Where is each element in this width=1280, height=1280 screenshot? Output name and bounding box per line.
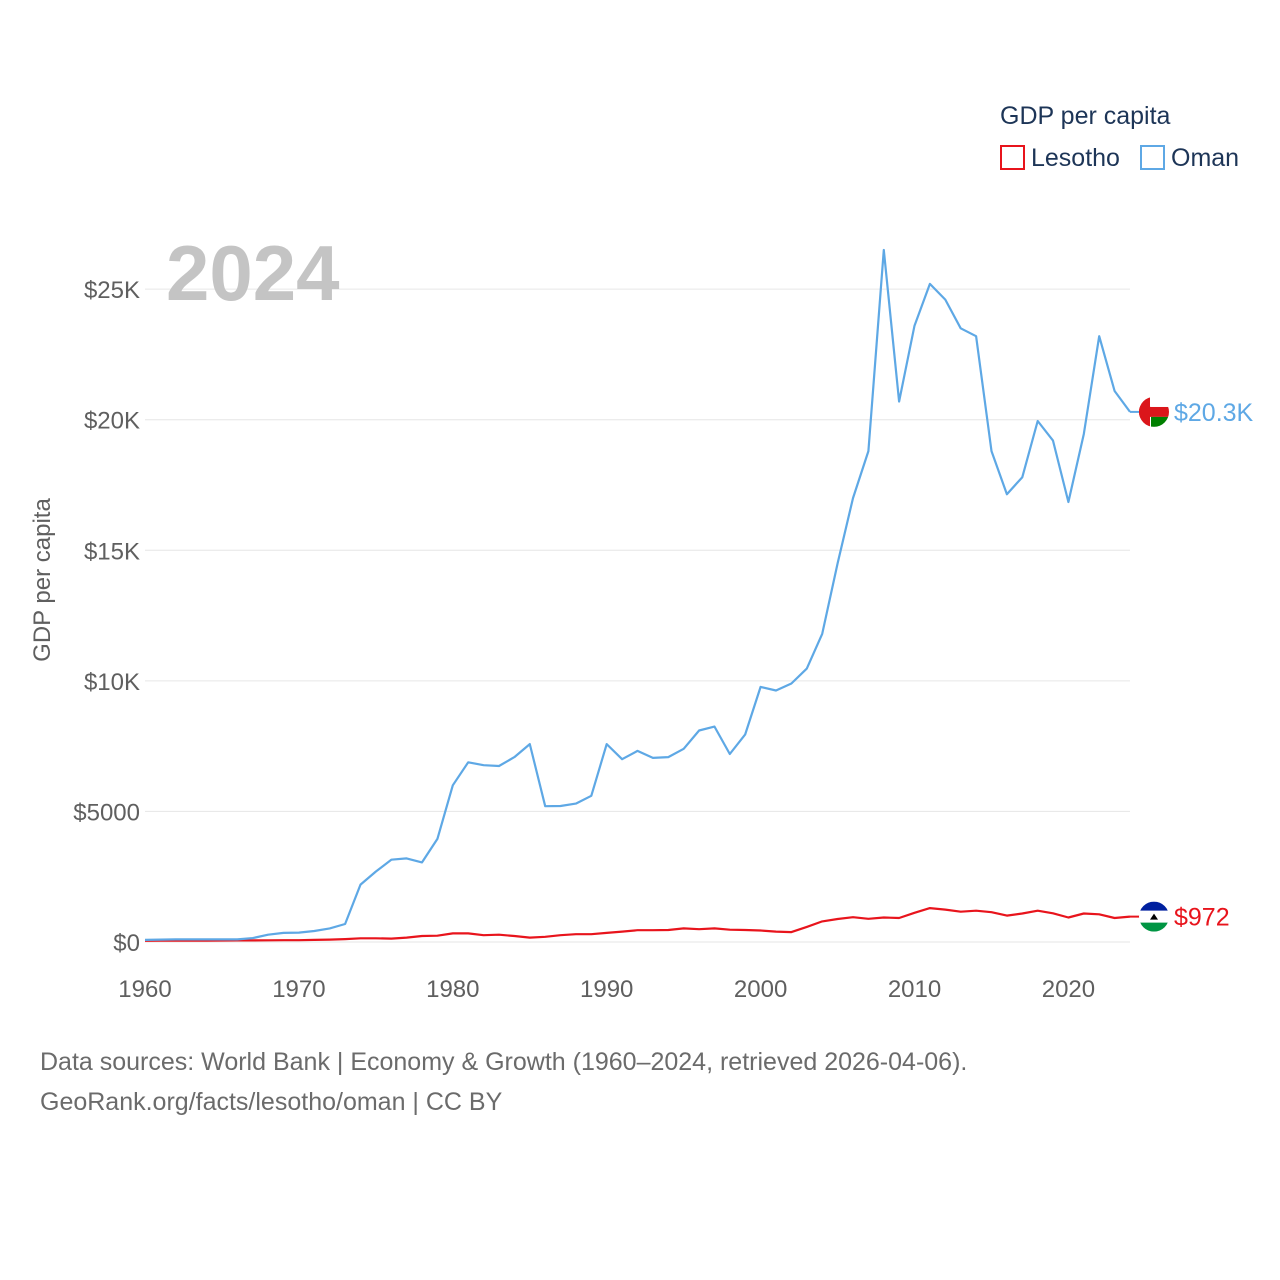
end-value-label-lesotho: $972 <box>1174 904 1230 932</box>
legend-label-lesotho: Lesotho <box>1031 144 1120 172</box>
series-line-lesotho[interactable] <box>144 906 1131 942</box>
y-axis-label: GDP per capita <box>29 498 56 662</box>
current-year-label: 2024 <box>166 229 340 317</box>
y-tick-label: $5000 <box>73 799 140 826</box>
end-value-label-oman: $20.3K <box>1174 399 1254 427</box>
x-tick-label: 2000 <box>734 976 787 1003</box>
legend-item-lesotho[interactable]: Lesotho <box>1000 144 1120 172</box>
y-tick-label: $20K <box>84 408 140 435</box>
attribution-line: GeoRank.org/facts/lesotho/oman | CC BY <box>40 1088 503 1116</box>
legend-swatch-oman <box>1140 145 1165 170</box>
x-tick-label: 1990 <box>580 976 633 1003</box>
series-end-markers: $972 $20.3K <box>1130 396 1254 932</box>
series-lines <box>144 248 1131 942</box>
legend: GDP per capita Lesotho Oman <box>1000 102 1239 172</box>
gdp-line-chart: $0 $5000 $10K $15K $20K $25K 1960 1970 1980 1990… <box>29 102 1254 1003</box>
y-tick-label: $25K <box>84 277 140 304</box>
y-tick-label: $0 <box>113 930 140 957</box>
x-tick-label: 2020 <box>1042 976 1095 1003</box>
legend-title: GDP per capita <box>1000 102 1171 130</box>
y-tick-label: $10K <box>84 669 140 696</box>
y-axis-ticks: $0 $5000 $10K $15K $20K $25K <box>73 277 140 957</box>
x-tick-label: 2010 <box>888 976 941 1003</box>
legend-swatch-lesotho <box>1000 145 1025 170</box>
gridlines <box>145 288 1130 943</box>
legend-label-oman: Oman <box>1171 144 1239 172</box>
x-axis-ticks: 1960 1970 1980 1990 2000 2010 2020 <box>118 976 1095 1003</box>
x-tick-label: 1980 <box>426 976 479 1003</box>
legend-item-oman[interactable]: Oman <box>1140 144 1239 172</box>
y-tick-label: $15K <box>84 538 140 565</box>
source-footer: Data sources: World Bank | Economy & Gro… <box>40 1042 967 1122</box>
oman-flag-icon <box>1139 396 1169 427</box>
x-tick-label: 1970 <box>272 976 325 1003</box>
x-tick-label: 1960 <box>118 976 171 1003</box>
lesotho-flag-icon <box>1139 901 1169 932</box>
source-line: Data sources: World Bank | Economy & Gro… <box>40 1048 968 1076</box>
series-line-oman[interactable] <box>144 248 1131 941</box>
